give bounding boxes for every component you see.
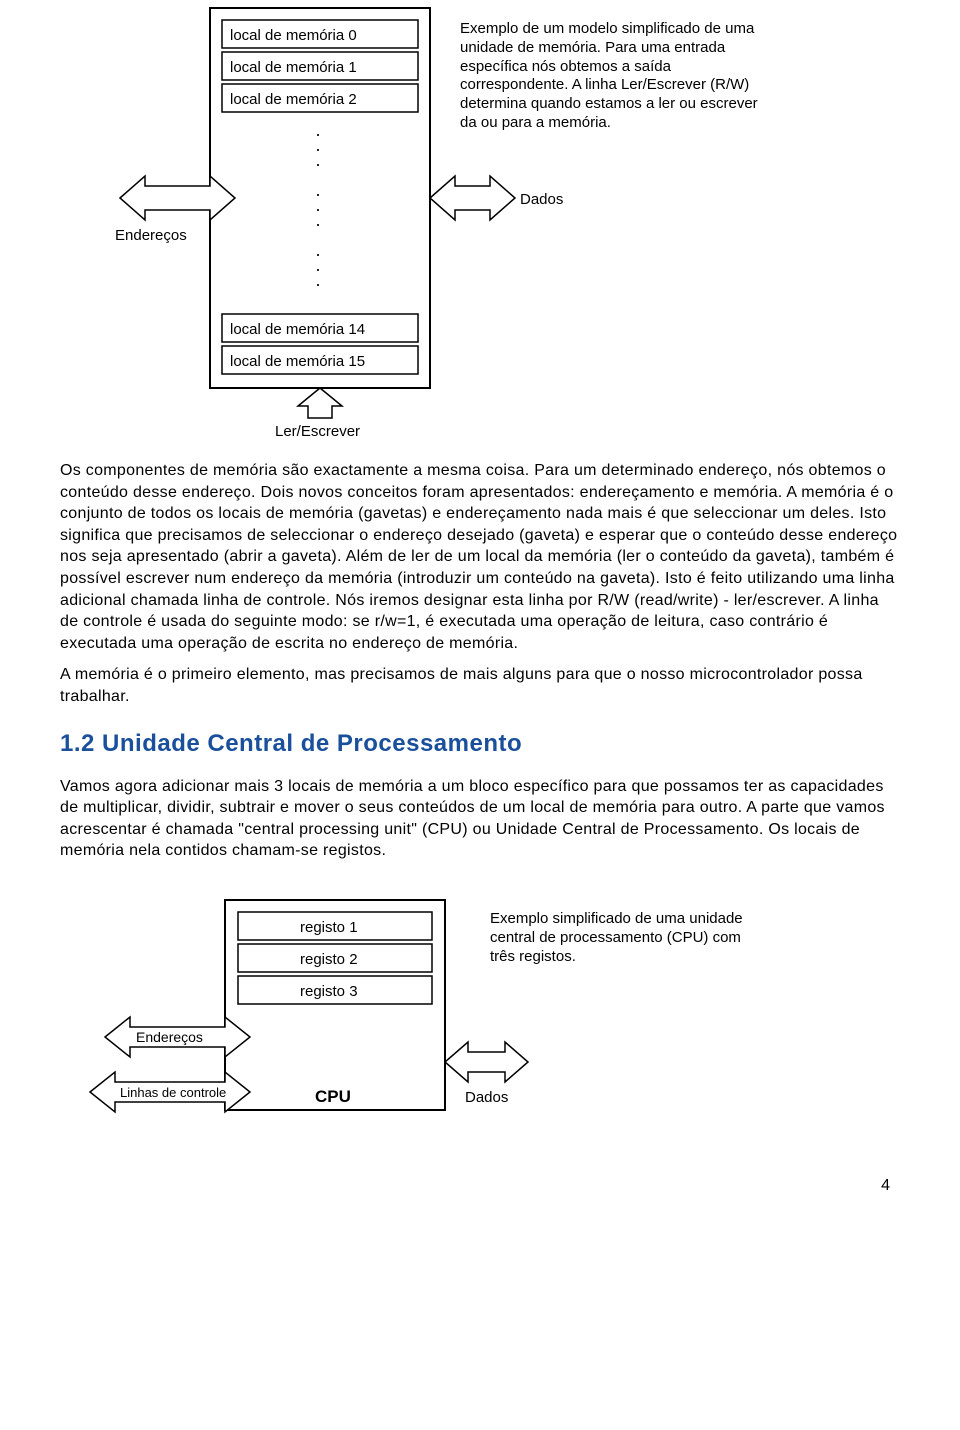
mem-cell-1: local de memória 1 [230, 59, 357, 76]
section-heading-cpu: 1.2 Unidade Central de Processamento [60, 730, 900, 758]
svg-text:·: · [315, 214, 321, 234]
rw-label: Ler/Escrever [275, 423, 360, 440]
mem-cell-0: local de memória 0 [230, 27, 357, 44]
cpu-control-label: Linhas de controle [120, 1085, 226, 1100]
reg-cell-3: registo 3 [300, 983, 358, 1000]
cpu-label: CPU [315, 1087, 351, 1106]
page-number: 4 [60, 1177, 900, 1195]
reg-cell-1: registo 1 [300, 919, 358, 936]
mem-cell-14: local de memória 14 [230, 321, 365, 338]
paragraph-memory-first: A memória é o primeiro elemento, mas pre… [60, 664, 900, 707]
figure1-caption: Exemplo de um modelo simplificado de uma… [460, 20, 758, 131]
figure2-caption: Exemplo simplificado de uma unidade cent… [490, 910, 743, 965]
reg-cell-2: registo 2 [300, 951, 358, 968]
mem-cell-15: local de memória 15 [230, 353, 365, 370]
paragraph-components: Os componentes de memória são exactament… [60, 460, 900, 654]
mem-cell-2: local de memória 2 [230, 91, 357, 108]
cpu-diagram: registo 1 registo 2 registo 3 Endereços … [60, 892, 900, 1147]
cpu-data-label: Dados [465, 1089, 508, 1106]
paragraph-cpu-intro: Vamos agora adicionar mais 3 locais de m… [60, 776, 900, 862]
memory-diagram: local de memória 0 local de memória 1 lo… [60, 0, 900, 440]
cpu-address-label: Endereços [136, 1029, 203, 1045]
address-label: Endereços [115, 227, 187, 244]
svg-text:·: · [315, 154, 321, 174]
data-label: Dados [520, 191, 563, 208]
svg-text:·: · [315, 274, 321, 294]
